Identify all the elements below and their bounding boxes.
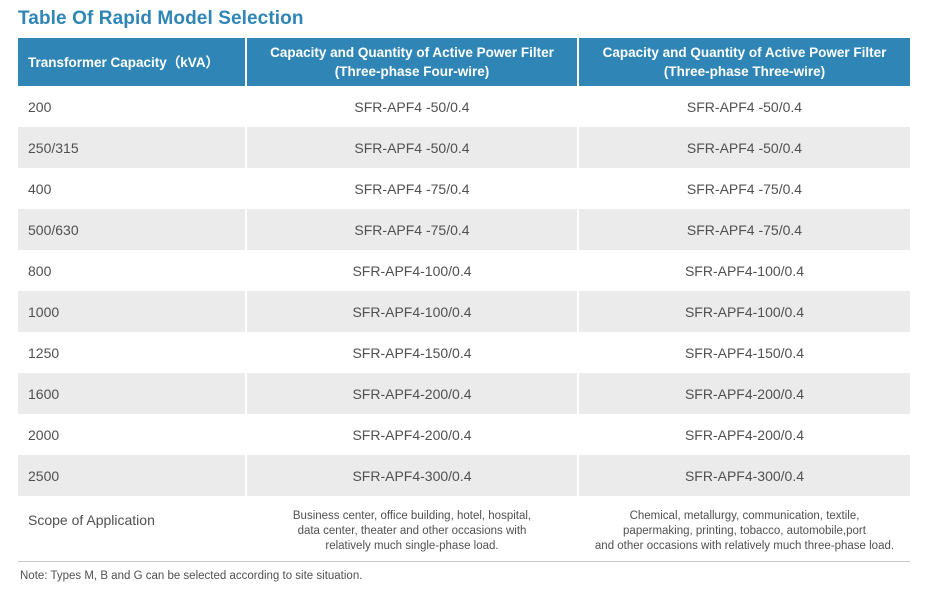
three-wire-cell: SFR-APF4-150/0.4 (684, 344, 805, 361)
four-wire-cell: SFR-APF4-300/0.4 (247, 455, 577, 496)
scope-three-wire-line: and other occasions with relatively much… (594, 540, 895, 552)
table-row: 1250 SFR-APF4-150/0.4 SFR-APF4-150/0.4 (18, 332, 910, 373)
four-wire-cell: SFR-APF4 -50/0.4 (354, 98, 470, 115)
scope-four-wire-line: data center, theater and other occasions… (297, 525, 527, 537)
page-title: Table Of Rapid Model Selection (18, 8, 304, 29)
capacity-cell: 200 (28, 98, 52, 115)
three-wire-cell: SFR-APF4-200/0.4 (684, 426, 805, 443)
capacity-cell: 500/630 (18, 209, 245, 250)
table-row: 400 SFR-APF4 -75/0.4 SFR-APF4 -75/0.4 (18, 168, 910, 209)
scope-three-wire: Chemical, metallurgy, communication, tex… (579, 496, 910, 564)
three-wire-cell: SFR-APF4-100/0.4 (579, 291, 910, 332)
capacity-cell: 2500 (18, 455, 245, 496)
table-header: Transformer Capacity（kVA） Capacity and Q… (18, 38, 910, 86)
four-wire-cell: SFR-APF4-200/0.4 (352, 426, 472, 443)
three-wire-cell: SFR-APF4 -50/0.4 (686, 98, 803, 115)
capacity-cell: 400 (28, 180, 52, 197)
capacity-cell: 1250 (28, 344, 60, 361)
table-row: 1000 SFR-APF4-100/0.4 SFR-APF4-100/0.4 (18, 291, 910, 332)
divider (18, 561, 910, 562)
four-wire-cell: SFR-APF4-200/0.4 (247, 373, 577, 414)
four-wire-cell: SFR-APF4-100/0.4 (247, 291, 577, 332)
header-four-wire-line2: (Three-phase Four-wire) (334, 64, 490, 79)
scope-label: Scope of Application (28, 512, 155, 528)
header-transformer-capacity: Transformer Capacity（kVA） (18, 38, 245, 86)
scope-three-wire-line: Chemical, metallurgy, communication, tex… (629, 510, 860, 522)
header-three-wire-line1: Capacity and Quantity of Active Power Fi… (602, 45, 887, 60)
table-row: 2000 SFR-APF4-200/0.4 SFR-APF4-200/0.4 (18, 414, 910, 455)
capacity-cell: 1600 (18, 373, 245, 414)
four-wire-cell: SFR-APF4-150/0.4 (352, 344, 472, 361)
capacity-cell: 2000 (28, 426, 60, 443)
three-wire-cell: SFR-APF4 -75/0.4 (686, 180, 803, 197)
table-row: 2500 SFR-APF4-300/0.4 SFR-APF4-300/0.4 (18, 455, 910, 496)
capacity-cell: 1000 (18, 291, 245, 332)
model-selection-table: Transformer Capacity（kVA） Capacity and Q… (18, 38, 910, 564)
scope-of-application-row: Scope of Application Business center, of… (18, 496, 910, 564)
scope-four-wire-line: relatively much single-phase load. (325, 540, 499, 552)
scope-four-wire-line: Business center, office building, hotel,… (292, 510, 532, 522)
scope-four-wire: Business center, office building, hotel,… (247, 496, 577, 564)
footnote: Note: Types M, B and G can be selected a… (20, 570, 363, 582)
three-wire-cell: SFR-APF4-100/0.4 (684, 262, 805, 279)
four-wire-cell: SFR-APF4 -75/0.4 (247, 209, 577, 250)
header-three-wire: Capacity and Quantity of Active Power Fi… (579, 38, 910, 86)
three-wire-cell: SFR-APF4 -75/0.4 (579, 209, 910, 250)
capacity-cell: 250/315 (18, 127, 245, 168)
header-four-wire: Capacity and Quantity of Active Power Fi… (247, 38, 577, 86)
header-three-wire-line2: (Three-phase Three-wire) (663, 64, 826, 79)
table-row: 1600 SFR-APF4-200/0.4 SFR-APF4-200/0.4 (18, 373, 910, 414)
scope-three-wire-line: papermaking, printing, tobacco, automobi… (623, 525, 866, 537)
three-wire-cell: SFR-APF4 -50/0.4 (579, 127, 910, 168)
table-row: 200 SFR-APF4 -50/0.4 SFR-APF4 -50/0.4 (18, 86, 910, 127)
three-wire-cell: SFR-APF4-200/0.4 (579, 373, 910, 414)
three-wire-cell: SFR-APF4-300/0.4 (579, 455, 910, 496)
table-row: 500/630 SFR-APF4 -75/0.4 SFR-APF4 -75/0.… (18, 209, 910, 250)
header-four-wire-line1: Capacity and Quantity of Active Power Fi… (270, 45, 554, 60)
four-wire-cell: SFR-APF4 -50/0.4 (247, 127, 577, 168)
four-wire-cell: SFR-APF4 -75/0.4 (354, 180, 470, 197)
capacity-cell: 800 (28, 262, 52, 279)
four-wire-cell: SFR-APF4-100/0.4 (352, 262, 472, 279)
table-row: 800 SFR-APF4-100/0.4 SFR-APF4-100/0.4 (18, 250, 910, 291)
table-row: 250/315 SFR-APF4 -50/0.4 SFR-APF4 -50/0.… (18, 127, 910, 168)
